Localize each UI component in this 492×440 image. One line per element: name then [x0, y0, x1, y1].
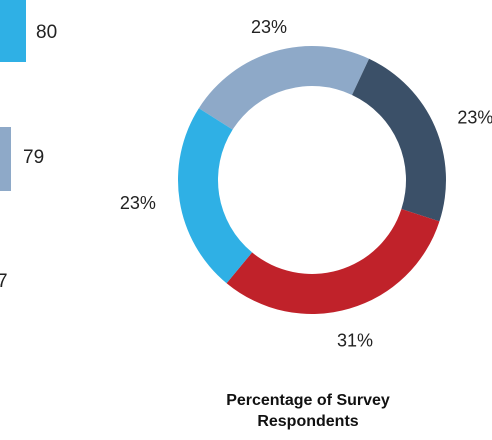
donut-label-3: 31%	[337, 331, 373, 351]
donut-slice-2	[352, 58, 446, 222]
donut-slice-4	[178, 108, 253, 284]
donut-chart-title: Percentage of Survey Respondents	[226, 392, 390, 430]
donut-label-2: 23%	[457, 108, 492, 128]
bar-3-value: 7	[0, 271, 8, 292]
donut-label-4: 23%	[120, 193, 156, 213]
donut-slice-3	[226, 209, 440, 314]
donut-label-1: 23%	[251, 17, 287, 37]
bar-1	[0, 0, 26, 62]
bar-2-value: 79	[23, 147, 45, 168]
bar-2	[0, 127, 11, 191]
donut-slice-1	[198, 46, 370, 130]
bar-1-value: 80	[36, 22, 58, 43]
